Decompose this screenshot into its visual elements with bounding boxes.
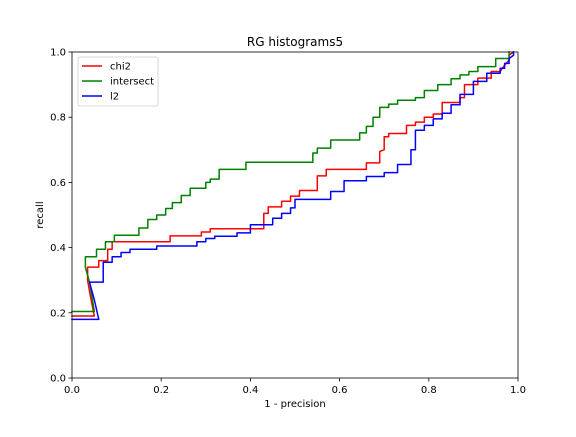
series-line-chi2	[71, 50, 515, 317]
x-tick-label: 0.0	[64, 385, 80, 396]
x-tick-label: 0.2	[153, 385, 169, 396]
y-tick-label: 0.8	[50, 113, 66, 124]
y-tick-label: 1.0	[50, 48, 66, 59]
plot-area	[71, 50, 515, 321]
legend-box	[77, 56, 159, 107]
series-line-l2	[71, 51, 515, 321]
x-tick-label: 0.4	[242, 385, 258, 396]
y-tick-label: 0.6	[50, 178, 66, 189]
axes-frame	[71, 51, 519, 379]
y-axis-ticks: 0.0 0.2 0.4 0.6 0.8 1.0	[50, 48, 72, 385]
series-line-intersect	[71, 51, 510, 313]
x-tick-label: 0.8	[421, 385, 437, 396]
y-axis-label: recall	[35, 201, 46, 228]
x-tick-label: 1.0	[510, 385, 526, 396]
y-tick-label: 0.0	[50, 374, 66, 385]
chart-title: RG histograms5	[247, 35, 343, 49]
y-tick-label: 0.2	[50, 308, 66, 319]
x-tick-label: 0.6	[332, 385, 348, 396]
legend-label-chi2: chi2	[110, 62, 131, 73]
x-axis-label: 1 - precision	[264, 399, 325, 410]
x-axis-ticks: 0.0 0.2 0.4 0.6 0.8 1.0	[64, 378, 526, 396]
legend-label-l2: l2	[110, 92, 119, 103]
legend-label-intersect: intersect	[110, 77, 154, 88]
y-tick-label: 0.4	[50, 243, 66, 254]
legend: chi2 intersect l2	[77, 56, 159, 107]
